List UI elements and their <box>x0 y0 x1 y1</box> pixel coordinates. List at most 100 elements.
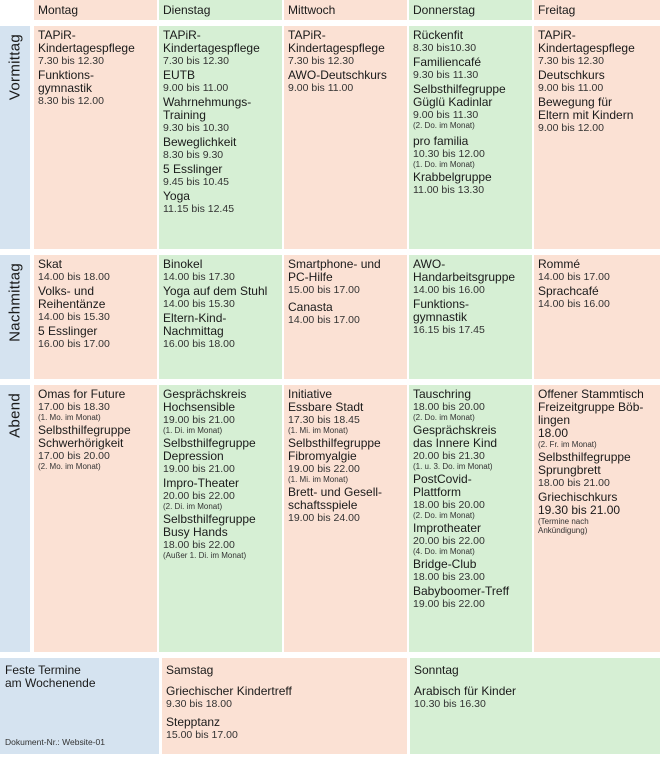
event-item: Stepptanz 15.00 bis 17.00 <box>166 716 403 742</box>
event-title: EUTB <box>163 68 196 82</box>
event-time: 9.00 bis 11.30 <box>413 109 479 121</box>
event-title: Tauschring <box>413 387 472 401</box>
event-item: Brett- und Gesell- schaftsspiele 19.00 bi… <box>288 486 403 525</box>
day-header-donnerstag: Donnerstag <box>409 0 532 20</box>
saturday-label: Samstag <box>166 663 214 677</box>
row-label-text: Vormittag <box>6 34 24 101</box>
event-time: 8.30 bis 9.30 <box>163 149 224 161</box>
event-time: 11.15 bis 12.45 <box>163 203 235 215</box>
event-time: 9.45 bis 10.45 <box>163 176 229 188</box>
event-time: 8.30 bis10.30 <box>413 42 477 54</box>
event-note: (2. Fr. im Monat) <box>538 440 597 449</box>
event-item: Smartphone- und PC-Hilfe 15.00 bis 17.00 <box>288 258 403 297</box>
event-note: (1. Di. im Monat) <box>163 426 223 435</box>
event-time: 14.00 bis 16.00 <box>538 298 610 310</box>
event-title: Binokel <box>163 257 203 271</box>
event-time: 16.00 bis 18.00 <box>163 338 235 350</box>
event-time: 10.30 bis 16.30 <box>414 698 486 710</box>
event-time: 20.00 bis 22.00 <box>413 535 485 547</box>
event-time: 11.00 bis 13.30 <box>413 184 485 196</box>
event-item: Selbsthilfegruppe Sprungbrett 18.00 bis 2… <box>538 450 656 490</box>
event-title: Gesprächskreis Hochsensible <box>163 387 247 414</box>
event-item: Initiative Essbare Stadt 17.30 bis 18.45(… <box>288 387 403 436</box>
day-header-montag: Montag <box>34 0 157 20</box>
event-title: Babyboomer-Treff <box>413 584 510 598</box>
event-item: Deutschkurs 9.00 bis 11.00 <box>538 69 656 95</box>
event-item: Wahrnehmungs- Training 9.30 bis 10.30 <box>163 96 278 135</box>
day-label: Mittwoch <box>288 3 336 17</box>
weekend-sunday-cell: Sonntag Arabisch für Kinder 10.30 bis 16.… <box>410 658 660 754</box>
event-title: Bridge-Club <box>413 557 477 571</box>
event-title: Arabisch für Kinder <box>414 684 517 698</box>
event-item: Eltern-Kind- Nachmittag 16.00 bis 18.00 <box>163 311 278 351</box>
event-item: TAPiR- Kindertagespflege 7.30 bis 12.30 <box>288 29 403 68</box>
event-title: Rückenfit <box>413 28 464 42</box>
day-header-dienstag: Dienstag <box>159 0 282 20</box>
event-time: 20.00 bis 22.00 <box>163 490 235 502</box>
event-title: Eltern-Kind- Nachmittag <box>163 311 227 338</box>
event-note: (1. Mi. im Monat) <box>288 475 349 484</box>
event-item: Funktions- gymnastik 8.30 bis 12.00 <box>38 69 153 108</box>
event-item: Offener Stammtisch Freizeitgruppe Böb- l… <box>538 387 656 450</box>
event-item: Babyboomer-Treff 19.00 bis 22.00 <box>413 584 528 611</box>
event-item: PostCovid- Plattform 18.00 bis 20.00 (2. D… <box>413 472 528 521</box>
event-item: Arabisch für Kinder 10.30 bis 16.30 <box>414 684 656 711</box>
event-time: 7.30 bis 12.30 <box>538 55 604 67</box>
event-title: Omas for Future <box>38 387 126 401</box>
event-note: (Termine nach Ankündigung) <box>538 517 589 535</box>
schedule-cell-montag-vormittag: TAPiR- Kindertagespflege 7.30 bis 12.30 Fu… <box>34 26 157 249</box>
event-item: EUTB 9.00 bis 11.00 <box>163 68 278 95</box>
schedule-cell-donnerstag-vormittag: Rückenfit 8.30 bis10.30 Familiencafé 9.30 b… <box>409 26 532 249</box>
event-time: 19.00 bis 22.00 <box>288 463 360 475</box>
event-item: Binokel 14.00 bis 17.30 <box>163 257 278 284</box>
event-title: Selbsthilfegruppe Depression <box>163 436 256 463</box>
event-item: Bewegung für Eltern mit Kindern 9.00 bis … <box>538 96 656 135</box>
event-title: Skat <box>38 257 63 271</box>
event-item: Familiencafé 9.30 bis 11.30 <box>413 56 528 82</box>
schedule-cell-mittwoch-vormittag: TAPiR- Kindertagespflege 7.30 bis 12.30 AW… <box>284 26 407 249</box>
event-title: 5 Esslinger <box>38 324 98 338</box>
event-title: Initiative Essbare Stadt <box>288 387 364 414</box>
day-label: Donnerstag <box>413 3 476 17</box>
event-time: 16.15 bis 17.45 <box>413 324 485 336</box>
event-item: Skat 14.00 bis 18.00 <box>38 257 153 284</box>
event-time: 19.00 bis 21.00 <box>163 414 235 426</box>
event-title: pro familia <box>413 134 469 148</box>
event-item: Gesprächskreis Hochsensible 19.00 bis 21.… <box>163 387 278 436</box>
event-item: Griechischer Kindertreff 9.30 bis 18.00 <box>166 684 403 711</box>
event-item: Selbsthilfegruppe Güglü Kadinlar 9.00 bis… <box>413 82 528 131</box>
event-item: Selbsthilfegruppe Fibromyalgie 19.00 bis … <box>288 436 403 485</box>
event-title: 5 Esslinger <box>163 162 223 176</box>
event-title: Selbsthilfegruppe Sprungbrett <box>538 450 631 477</box>
event-time: 9.30 bis 11.30 <box>413 69 479 81</box>
event-note: (2. Do. im Monat) <box>413 121 475 130</box>
event-item: Krabbelgruppe 11.00 bis 13.30 <box>413 171 528 197</box>
event-note: (1. Mo. im Monat) <box>38 413 101 422</box>
event-title: Selbsthilfegruppe Güglü Kadinlar <box>413 82 506 109</box>
row-label-text: Abend <box>6 393 24 438</box>
event-title: Funktions- gymnastik <box>413 297 470 324</box>
event-title: AWO-Deutschkurs <box>288 68 387 82</box>
event-title: Yoga <box>163 189 190 203</box>
event-item: Rommé 14.00 bis 17.00 <box>538 258 656 284</box>
event-time: 14.00 bis 15.30 <box>163 298 235 310</box>
event-time: 20.00 bis 21.30 <box>413 450 485 462</box>
event-time: 9.00 bis 12.00 <box>538 122 604 134</box>
event-item: Funktions- gymnastik 16.15 bis 17.45 <box>413 297 528 337</box>
event-title: Offener Stammtisch Freizeitgruppe Böb- l… <box>538 387 644 440</box>
event-time: 7.30 bis 12.30 <box>38 55 104 67</box>
event-title: Selbsthilfegruppe Busy Hands <box>163 512 256 539</box>
event-title: Griechischer Kindertreff <box>166 684 292 698</box>
event-item: Improtheater 20.00 bis 22.00 (4. Do. im Mo… <box>413 522 528 557</box>
event-time: 18.00 bis 23.00 <box>413 571 485 583</box>
event-title: Selbsthilfegruppe Schwerhörigkeit <box>38 423 131 450</box>
schedule-cell-montag-nachmittag: Skat 14.00 bis 18.00 Volks- und Reihentänz… <box>34 255 157 379</box>
event-time: 14.00 bis 18.00 <box>38 271 110 283</box>
event-title: PostCovid- Plattform <box>413 472 472 499</box>
event-note: (2. Do. im Monat) <box>413 511 475 520</box>
event-time: 18.00 bis 22.00 <box>163 539 235 551</box>
event-title: Canasta <box>288 300 333 314</box>
event-item: Rückenfit 8.30 bis10.30 <box>413 28 528 55</box>
event-title: Selbsthilfegruppe Fibromyalgie <box>288 436 381 463</box>
event-item: Bridge-Club 18.00 bis 23.00 <box>413 557 528 584</box>
